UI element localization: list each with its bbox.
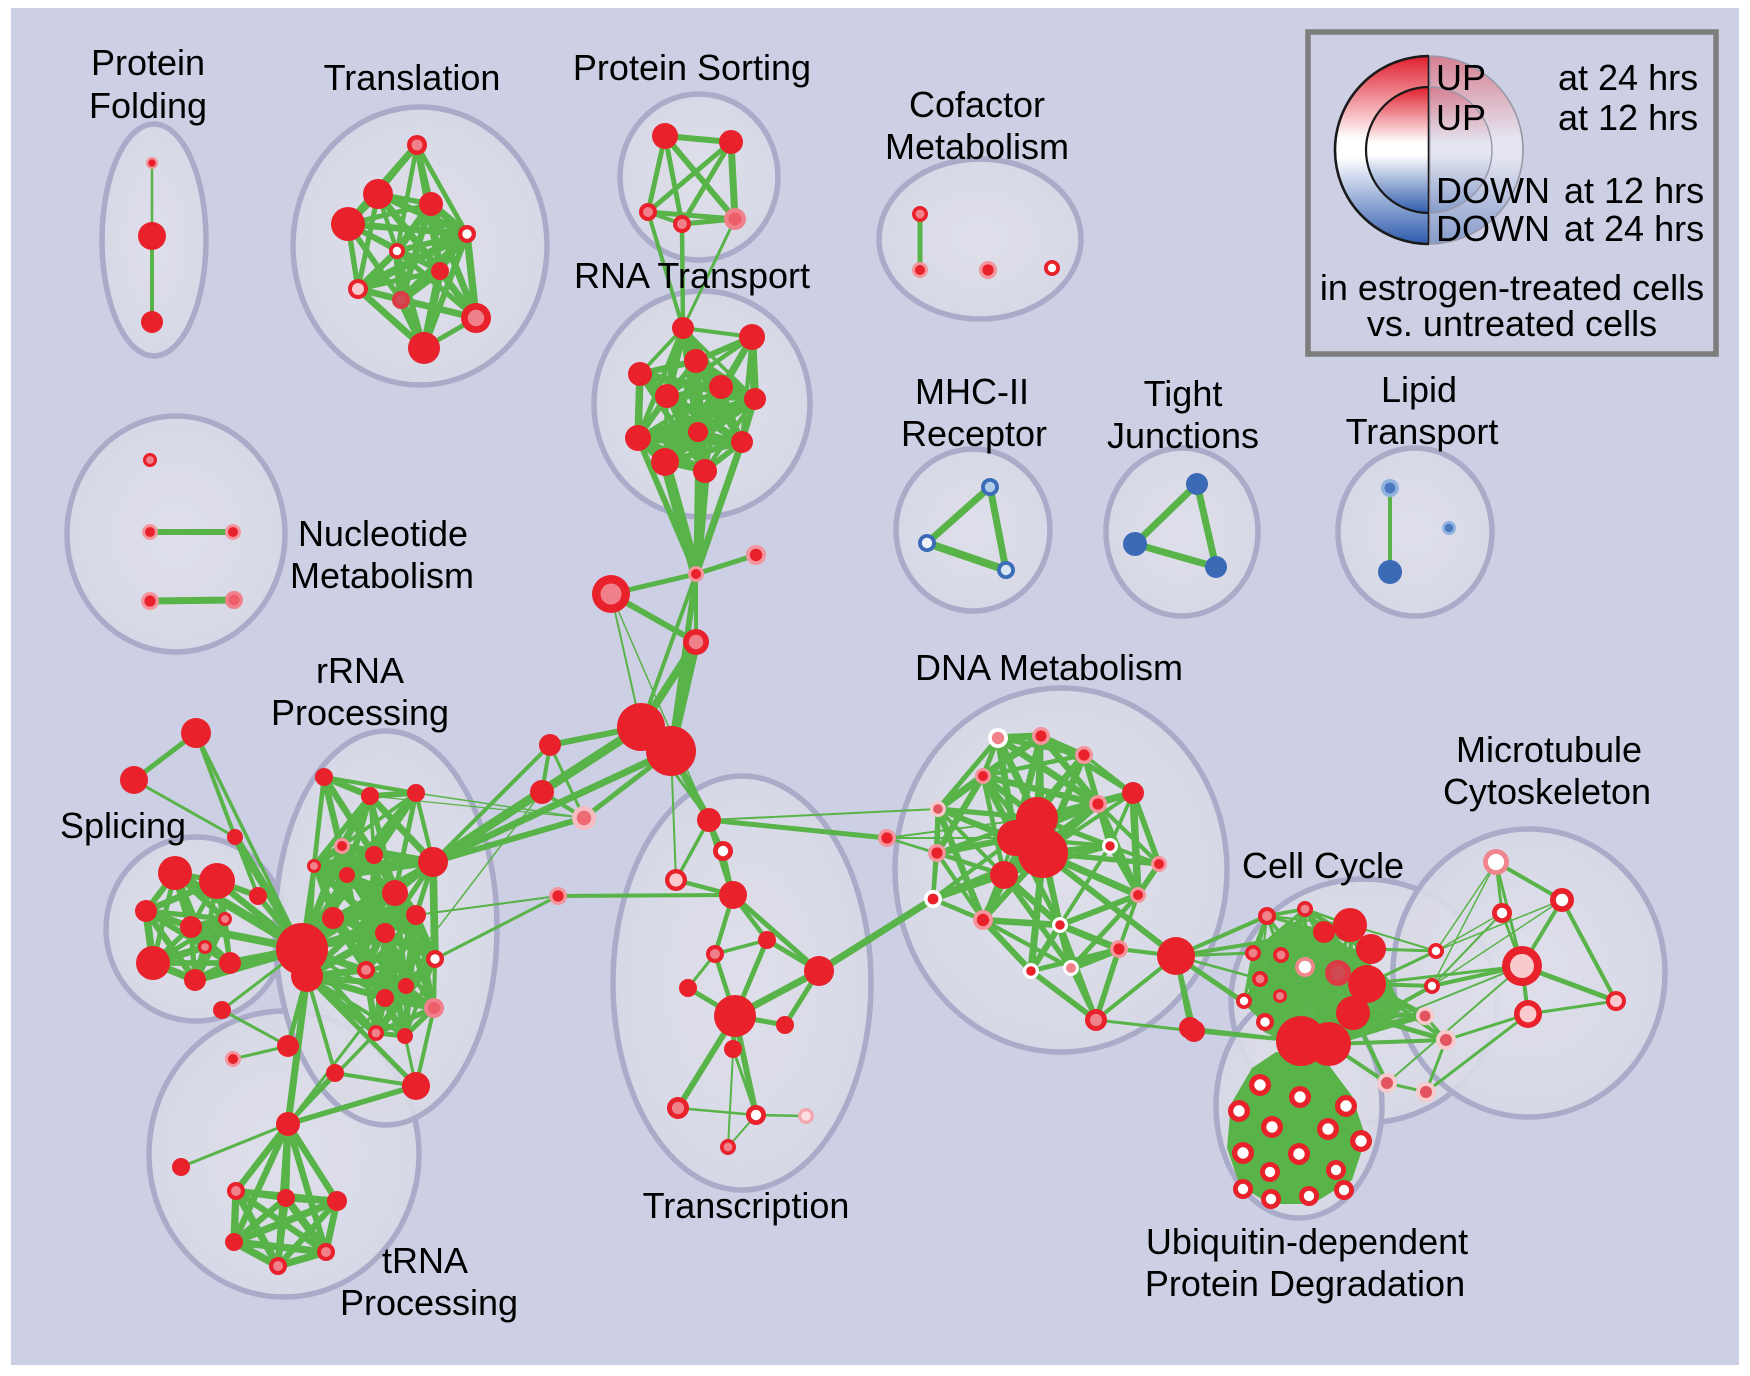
svg-text:Processing: Processing [340,1282,518,1323]
svg-text:MHC-II: MHC-II [915,371,1029,412]
svg-text:Folding: Folding [89,85,207,126]
svg-text:Nucleotide: Nucleotide [298,513,468,554]
svg-text:UP: UP [1436,57,1486,98]
svg-text:in estrogen-treated cells: in estrogen-treated cells [1320,267,1704,308]
svg-text:Processing: Processing [271,692,449,733]
svg-text:Lipid: Lipid [1381,369,1457,410]
svg-text:Cofactor: Cofactor [909,84,1045,125]
svg-text:Transport: Transport [1346,411,1499,452]
svg-text:Protein Degradation: Protein Degradation [1145,1263,1465,1304]
svg-text:Junctions: Junctions [1107,415,1259,456]
svg-text:Receptor: Receptor [901,413,1047,454]
svg-text:at 12 hrs: at 12 hrs [1558,97,1698,138]
svg-text:vs. untreated cells: vs. untreated cells [1367,303,1657,344]
svg-text:UP: UP [1436,97,1486,138]
svg-text:at 24 hrs: at 24 hrs [1558,57,1698,98]
svg-text:rRNA: rRNA [316,650,404,691]
svg-text:Protein: Protein [91,42,205,83]
svg-text:Metabolism: Metabolism [290,555,474,596]
svg-text:Cell Cycle: Cell Cycle [1242,845,1404,886]
svg-text:at 12 hrs: at 12 hrs [1564,170,1704,211]
svg-text:Microtubule: Microtubule [1456,729,1642,770]
svg-text:at 24 hrs: at 24 hrs [1564,208,1704,249]
svg-text:Tight: Tight [1144,373,1223,414]
svg-text:RNA Transport: RNA Transport [574,255,810,296]
svg-text:Ubiquitin-dependent: Ubiquitin-dependent [1146,1221,1468,1262]
svg-text:tRNA: tRNA [382,1240,468,1281]
svg-text:Metabolism: Metabolism [885,126,1069,167]
svg-text:Translation: Translation [324,57,501,98]
svg-text:DOWN: DOWN [1436,170,1550,211]
svg-text:Splicing: Splicing [60,805,186,846]
svg-text:Protein Sorting: Protein Sorting [573,47,811,88]
svg-text:DNA Metabolism: DNA Metabolism [915,647,1183,688]
svg-text:Cytoskeleton: Cytoskeleton [1443,771,1651,812]
svg-text:DOWN: DOWN [1436,208,1550,249]
svg-text:Transcription: Transcription [643,1185,850,1226]
